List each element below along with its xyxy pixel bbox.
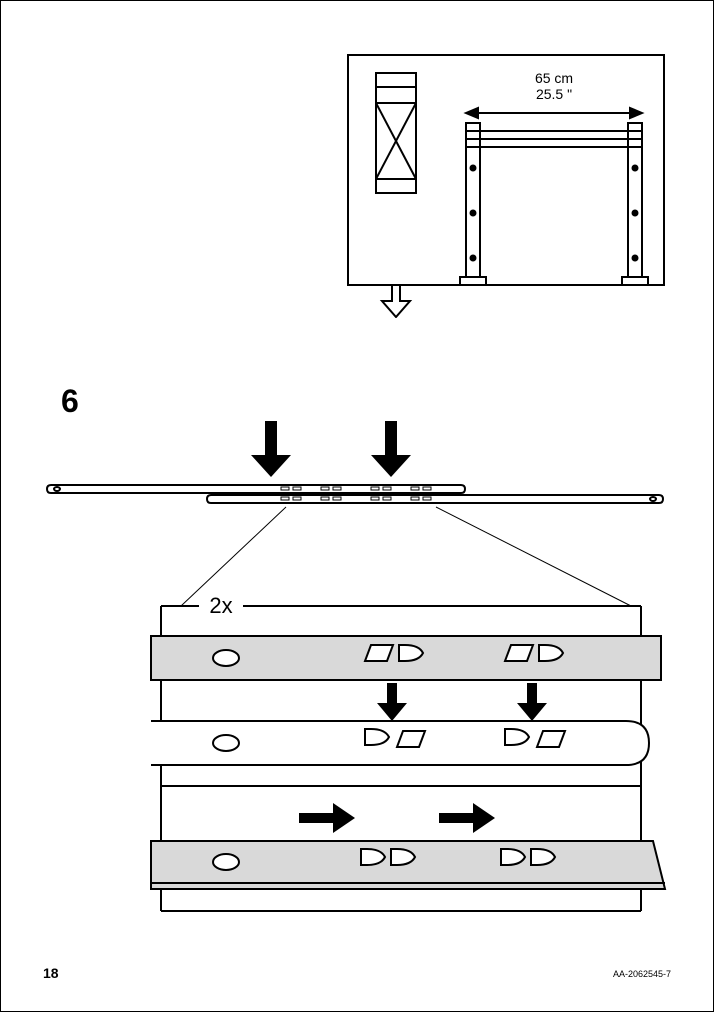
svg-text:2x: 2x [209, 593, 232, 618]
reference-diagram: 65 cm 25.5 " [346, 53, 666, 318]
step-diagram: 2x [41, 421, 681, 961]
right-arrow-icon [439, 803, 495, 833]
detail-box [151, 606, 665, 911]
down-arrow-icon [371, 421, 411, 477]
down-arrow-icon [251, 421, 291, 477]
quantity-label-group: 2x [161, 593, 641, 618]
callout-lines [181, 507, 631, 606]
assembled-rail [151, 841, 665, 889]
instruction-page: 65 cm 25.5 " [0, 0, 714, 1012]
front-rail-white [151, 721, 649, 765]
down-arrow-icon [382, 285, 410, 317]
page-number: 18 [43, 965, 59, 981]
right-arrow-icon [299, 803, 355, 833]
rail-assembly [47, 485, 663, 503]
down-arrow-icon [517, 683, 547, 721]
dim-cm: 65 cm [535, 70, 573, 86]
step-number: 6 [61, 383, 79, 420]
dim-inch: 25.5 " [536, 86, 572, 102]
down-arrow-icon [377, 683, 407, 721]
doc-id: AA-2062545-7 [613, 969, 671, 979]
